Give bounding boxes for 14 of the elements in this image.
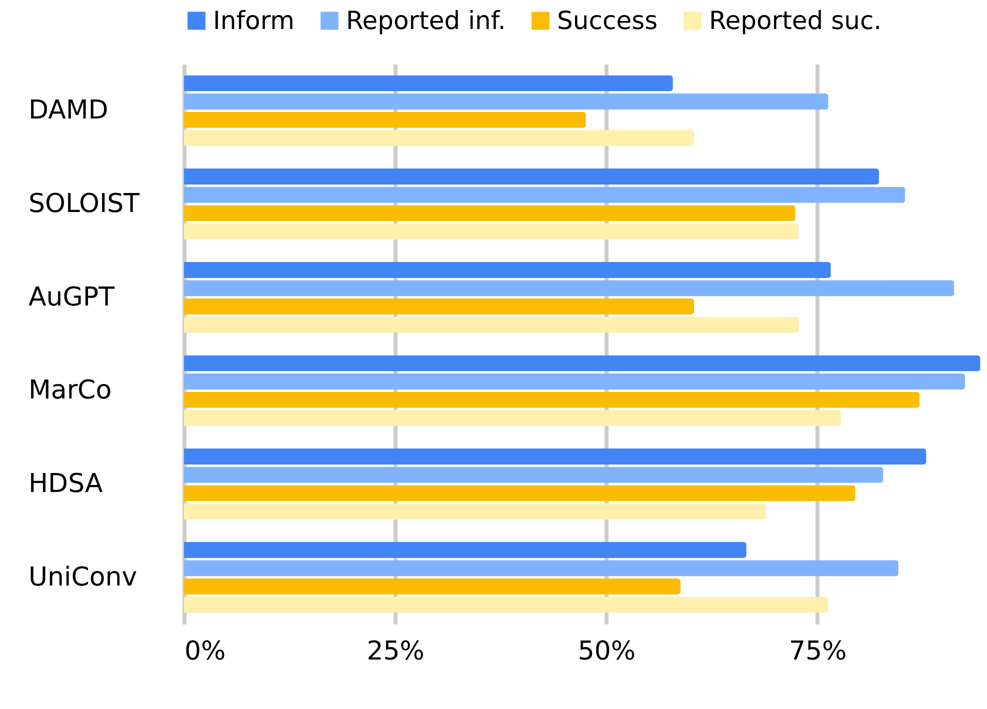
legend-label: Success [557,6,658,35]
y-tick-label: UniConv [28,562,138,592]
legend-label: Reported suc. [709,6,882,35]
x-tick-label: 75% [788,636,847,666]
y-tick-label: DAMD [28,96,108,126]
y-tick-label: MarCo [28,376,112,406]
y-tick-label: AuGPT [28,282,115,312]
legend-label: Inform [213,6,295,35]
y-tick-label: SOLOIST [28,189,140,219]
x-tick-label: 50% [578,636,636,666]
legend-label: Reported inf. [346,6,506,35]
y-tick-label: HDSA [28,469,104,499]
x-tick-label: 25% [366,636,425,666]
x-tick-label: 0% [184,636,226,666]
